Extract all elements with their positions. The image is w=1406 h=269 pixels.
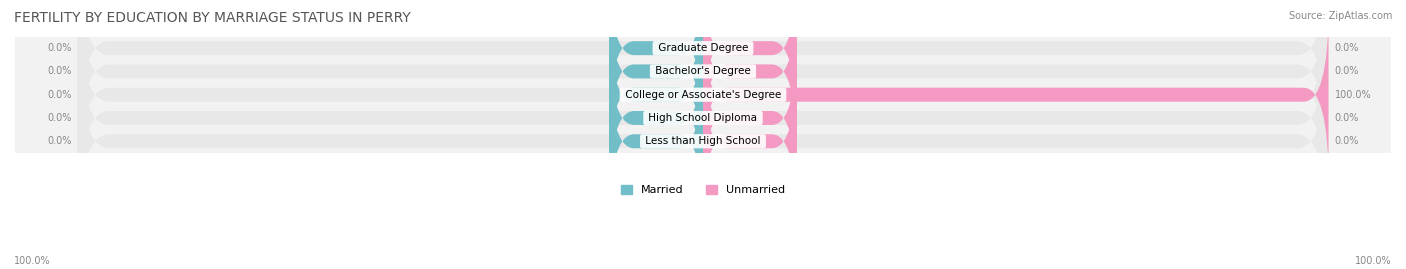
Legend: Married, Unmarried: Married, Unmarried (617, 181, 789, 200)
Text: 0.0%: 0.0% (1334, 136, 1360, 146)
FancyBboxPatch shape (703, 0, 797, 134)
FancyBboxPatch shape (609, 55, 703, 227)
Text: 0.0%: 0.0% (46, 43, 72, 53)
Bar (15, 106, 1391, 130)
Text: 0.0%: 0.0% (46, 66, 72, 76)
FancyBboxPatch shape (77, 0, 1329, 181)
Bar (15, 83, 1391, 106)
Text: 0.0%: 0.0% (1334, 66, 1360, 76)
Text: High School Diploma: High School Diploma (645, 113, 761, 123)
Text: 0.0%: 0.0% (1334, 113, 1360, 123)
Text: 0.0%: 0.0% (46, 136, 72, 146)
Bar (15, 130, 1391, 153)
Text: College or Associate's Degree: College or Associate's Degree (621, 90, 785, 100)
Text: Graduate Degree: Graduate Degree (655, 43, 751, 53)
FancyBboxPatch shape (77, 0, 1329, 204)
Bar (15, 60, 1391, 83)
Text: 0.0%: 0.0% (1334, 43, 1360, 53)
FancyBboxPatch shape (77, 0, 1329, 158)
Text: Less than High School: Less than High School (643, 136, 763, 146)
Bar (15, 37, 1391, 60)
FancyBboxPatch shape (703, 0, 797, 158)
Text: FERTILITY BY EDUCATION BY MARRIAGE STATUS IN PERRY: FERTILITY BY EDUCATION BY MARRIAGE STATU… (14, 11, 411, 25)
FancyBboxPatch shape (609, 32, 703, 204)
Text: Source: ZipAtlas.com: Source: ZipAtlas.com (1288, 11, 1392, 21)
Text: Bachelor's Degree: Bachelor's Degree (652, 66, 754, 76)
FancyBboxPatch shape (609, 0, 703, 158)
Text: 0.0%: 0.0% (46, 113, 72, 123)
FancyBboxPatch shape (609, 9, 703, 181)
FancyBboxPatch shape (77, 9, 1329, 227)
FancyBboxPatch shape (609, 0, 703, 134)
FancyBboxPatch shape (703, 32, 797, 204)
FancyBboxPatch shape (703, 55, 797, 227)
FancyBboxPatch shape (703, 9, 1329, 181)
Text: 100.0%: 100.0% (1334, 90, 1371, 100)
FancyBboxPatch shape (77, 32, 1329, 251)
Text: 0.0%: 0.0% (46, 90, 72, 100)
Text: 100.0%: 100.0% (1355, 256, 1392, 266)
Text: 100.0%: 100.0% (14, 256, 51, 266)
